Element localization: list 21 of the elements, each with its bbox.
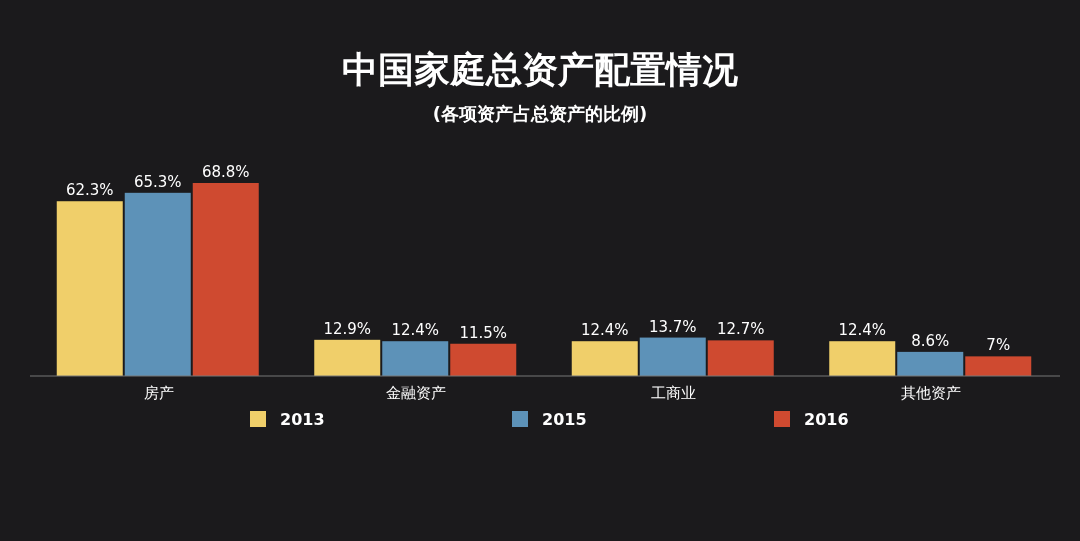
data-label: 12.4% (838, 321, 887, 340)
data-label: 13.7% (648, 317, 697, 336)
x-tick-label: 其他资产 (901, 384, 962, 402)
x-tick-label: 房产 (143, 384, 174, 402)
data-label: 68.8% (201, 163, 250, 181)
data-label: 12.9% (323, 319, 372, 338)
data-label: 7% (986, 336, 1011, 355)
data-label: 8.6% (911, 331, 950, 350)
x-tick-label: 工商业 (651, 384, 697, 402)
legend-label: 2013 (280, 410, 325, 429)
data-label: 12.7% (716, 320, 765, 339)
data-label: 62.3% (65, 181, 114, 200)
legend-label: 2016 (804, 410, 849, 429)
subtitle: (各项资产占总资产的比例) (432, 103, 648, 124)
data-label: 11.5% (459, 323, 508, 342)
legend-label: 2015 (542, 410, 587, 429)
title: 中国家庭总资产配置情况 (342, 49, 738, 90)
data-label: 65.3% (133, 172, 182, 191)
data-label: 12.4% (580, 321, 629, 340)
data-label: 12.4% (391, 321, 440, 340)
x-tick-label: 金融资产 (386, 384, 447, 402)
